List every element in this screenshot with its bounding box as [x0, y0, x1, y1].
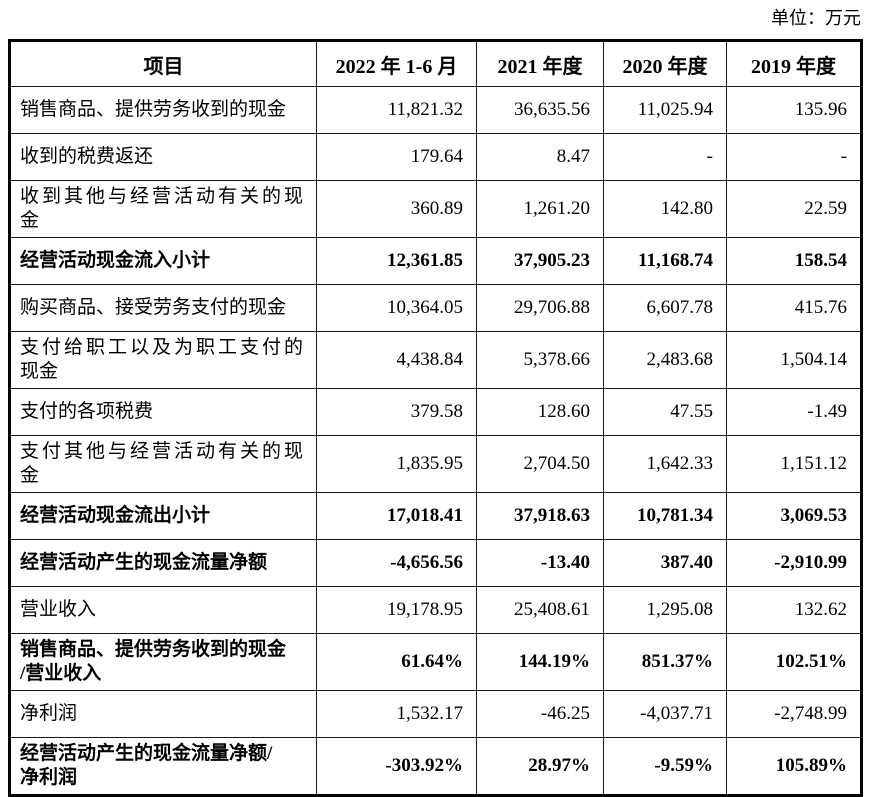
- cell-2021: 25,408.61: [476, 586, 604, 634]
- table-row: 支付其他与经营活动有关的现金 1,835.95 2,704.50 1,642.3…: [9, 435, 862, 493]
- cell-2021: -46.25: [476, 690, 604, 738]
- cell-2019: -2,748.99: [726, 690, 862, 738]
- table-row: 销售商品、提供劳务收到的现金 11,821.32 36,635.56 11,02…: [9, 86, 862, 134]
- cell-2022-h1: 17,018.41: [316, 492, 477, 540]
- cell-2022-h1: 1,532.17: [316, 690, 477, 738]
- row-label: 经营活动现金流出小计: [9, 492, 317, 540]
- cell-2019: -1.49: [726, 388, 862, 436]
- cell-2019: 1,504.14: [726, 331, 862, 389]
- table-row: 经营活动现金流出小计 17,018.41 37,918.63 10,781.34…: [9, 492, 862, 540]
- table-row: 销售商品、提供劳务收到的现金/营业收入 61.64% 144.19% 851.3…: [9, 633, 862, 691]
- cell-2020: 10,781.34: [603, 492, 727, 540]
- cell-2022-h1: 1,835.95: [316, 435, 477, 493]
- cell-2020: 2,483.68: [603, 331, 727, 389]
- cell-2021: -13.40: [476, 539, 604, 587]
- table-row: 经营活动现金流入小计 12,361.85 37,905.23 11,168.74…: [9, 237, 862, 285]
- table-row: 支付给职工以及为职工支付的 现金 4,438.84 5,378.66 2,483.…: [9, 331, 862, 389]
- table-row: 净利润 1,532.17 -46.25 -4,037.71 -2,748.99: [9, 690, 862, 738]
- cell-2020: -9.59%: [603, 737, 727, 796]
- cell-2021: 2,704.50: [476, 435, 604, 493]
- table-row: 收到其他与经营活动有关的现金 360.89 1,261.20 142.80 22…: [9, 180, 862, 238]
- table-row: 收到的税费返还 179.64 8.47 - -: [9, 133, 862, 181]
- cell-2019: 415.76: [726, 284, 862, 332]
- row-label: 净利润: [9, 690, 317, 738]
- col-header-2021: 2021 年度: [476, 40, 604, 87]
- table-row: 经营活动产生的现金流量净额 -4,656.56 -13.40 387.40 -2…: [9, 539, 862, 587]
- cell-2019: 105.89%: [726, 737, 862, 796]
- cell-2021: 37,905.23: [476, 237, 604, 285]
- row-label: 销售商品、提供劳务收到的现金: [9, 86, 317, 134]
- cell-2022-h1: 379.58: [316, 388, 477, 436]
- cell-2022-h1: 11,821.32: [316, 86, 477, 134]
- cell-2020: 11,168.74: [603, 237, 727, 285]
- row-label: 收到其他与经营活动有关的现金: [9, 180, 317, 238]
- table-body: 销售商品、提供劳务收到的现金 11,821.32 36,635.56 11,02…: [9, 86, 862, 796]
- cell-2020: 387.40: [603, 539, 727, 587]
- col-header-2019: 2019 年度: [726, 40, 862, 87]
- cell-2020: 1,642.33: [603, 435, 727, 493]
- table-row: 支付的各项税费 379.58 128.60 47.55 -1.49: [9, 388, 862, 436]
- row-label: 经营活动产生的现金流量净额/净利润: [9, 737, 317, 796]
- cell-2022-h1: -4,656.56: [316, 539, 477, 587]
- cell-2021: 8.47: [476, 133, 604, 181]
- cell-2020: 851.37%: [603, 633, 727, 691]
- cell-2019: 3,069.53: [726, 492, 862, 540]
- cell-2020: -4,037.71: [603, 690, 727, 738]
- cell-2021: 128.60: [476, 388, 604, 436]
- cell-2022-h1: 61.64%: [316, 633, 477, 691]
- cell-2021: 28.97%: [476, 737, 604, 796]
- cell-2022-h1: 179.64: [316, 133, 477, 181]
- table-row: 营业收入 19,178.95 25,408.61 1,295.08 132.62: [9, 586, 862, 634]
- row-label: 支付给职工以及为职工支付的 现金: [9, 331, 317, 389]
- row-label: 经营活动现金流入小计: [9, 237, 317, 285]
- table-row: 购买商品、接受劳务支付的现金 10,364.05 29,706.88 6,607…: [9, 284, 862, 332]
- cell-2022-h1: 19,178.95: [316, 586, 477, 634]
- cell-2019: -: [726, 133, 862, 181]
- cell-2020: 6,607.78: [603, 284, 727, 332]
- row-label: 营业收入: [9, 586, 317, 634]
- row-label: 支付其他与经营活动有关的现金: [9, 435, 317, 493]
- col-header-2020: 2020 年度: [603, 40, 727, 87]
- cell-2022-h1: 4,438.84: [316, 331, 477, 389]
- cell-2022-h1: 12,361.85: [316, 237, 477, 285]
- cell-2019: 1,151.12: [726, 435, 862, 493]
- cell-2021: 5,378.66: [476, 331, 604, 389]
- row-label: 购买商品、接受劳务支付的现金: [9, 284, 317, 332]
- cell-2021: 36,635.56: [476, 86, 604, 134]
- cell-2021: 144.19%: [476, 633, 604, 691]
- cell-2019: 158.54: [726, 237, 862, 285]
- header-row: 项目 2022 年 1-6 月 2021 年度 2020 年度 2019 年度: [9, 40, 862, 87]
- cell-2020: 142.80: [603, 180, 727, 238]
- row-label: 收到的税费返还: [9, 133, 317, 181]
- cell-2019: 135.96: [726, 86, 862, 134]
- cell-2021: 29,706.88: [476, 284, 604, 332]
- row-label: 支付的各项税费: [9, 388, 317, 436]
- cell-2019: -2,910.99: [726, 539, 862, 587]
- cell-2019: 102.51%: [726, 633, 862, 691]
- cell-2019: 132.62: [726, 586, 862, 634]
- cash-flow-table: 项目 2022 年 1-6 月 2021 年度 2020 年度 2019 年度 …: [8, 39, 863, 797]
- row-label: 销售商品、提供劳务收到的现金/营业收入: [9, 633, 317, 691]
- cell-2021: 1,261.20: [476, 180, 604, 238]
- cell-2022-h1: -303.92%: [316, 737, 477, 796]
- col-header-item: 项目: [9, 40, 317, 87]
- cell-2020: 1,295.08: [603, 586, 727, 634]
- cell-2020: -: [603, 133, 727, 181]
- cell-2021: 37,918.63: [476, 492, 604, 540]
- col-header-2022-h1: 2022 年 1-6 月: [316, 40, 477, 87]
- cell-2022-h1: 10,364.05: [316, 284, 477, 332]
- cell-2019: 22.59: [726, 180, 862, 238]
- table-row: 经营活动产生的现金流量净额/净利润 -303.92% 28.97% -9.59%…: [9, 737, 862, 796]
- cell-2020: 11,025.94: [603, 86, 727, 134]
- cell-2020: 47.55: [603, 388, 727, 436]
- row-label: 经营活动产生的现金流量净额: [9, 539, 317, 587]
- unit-label: 单位：万元: [771, 8, 861, 28]
- cell-2022-h1: 360.89: [316, 180, 477, 238]
